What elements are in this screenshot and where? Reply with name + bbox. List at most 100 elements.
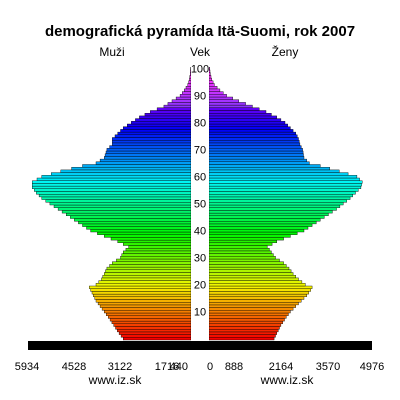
x-tick-label: 0: [207, 361, 213, 373]
x-tick-label: 3122: [108, 361, 132, 373]
male-bar: [139, 115, 192, 119]
male-bar: [110, 237, 192, 241]
x-tick-label: 1716: [155, 361, 179, 373]
female-bar: [208, 145, 302, 149]
x-tick-label: 888: [225, 361, 243, 373]
female-bar: [208, 266, 290, 271]
male-bar: [70, 215, 192, 219]
male-bar: [57, 207, 192, 211]
female-bar: [208, 169, 340, 173]
x-tick-label: 440: [170, 361, 188, 373]
male-bar: [71, 166, 192, 171]
male-bar: [45, 199, 192, 203]
female-bar: [208, 275, 297, 279]
male-bar: [183, 88, 192, 92]
male-bar: [117, 131, 192, 136]
female-bar: [208, 118, 282, 122]
female-bar: [208, 175, 358, 179]
female-bar: [208, 191, 356, 195]
x-tick-label: 4528: [62, 361, 86, 373]
male-bar: [65, 212, 192, 217]
female-bar: [208, 218, 321, 222]
female-bar: [208, 277, 299, 281]
female-bar: [208, 185, 362, 190]
male-bar: [122, 337, 192, 341]
female-bar: [208, 131, 297, 136]
male-bar: [125, 247, 192, 252]
male-bar: [38, 193, 192, 198]
female-bar: [208, 166, 330, 171]
female-bar: [208, 212, 329, 217]
male-bar: [112, 137, 192, 141]
male-bar: [99, 158, 192, 163]
male-bar: [112, 142, 192, 146]
male-bar: [98, 280, 192, 284]
male-bar: [117, 329, 192, 333]
male-bar: [167, 102, 192, 106]
male-bar: [109, 318, 192, 322]
female-bar: [208, 112, 272, 117]
x-tick-label: 2164: [269, 361, 293, 373]
female-bar: [208, 102, 246, 106]
male-label: Muži: [99, 45, 124, 59]
female-bar: [208, 75, 212, 79]
male-bar: [135, 118, 192, 122]
male-bar: [82, 164, 192, 168]
female-bar: [208, 283, 306, 287]
female-bar: [208, 256, 276, 260]
female-bar: [208, 96, 233, 100]
age-tick-label: 90: [194, 91, 206, 103]
male-bar: [175, 96, 192, 100]
male-bar: [106, 266, 192, 271]
age-tick-label: 80: [194, 118, 206, 130]
female-bar: [208, 107, 260, 111]
female-bar: [208, 164, 321, 168]
male-bar: [120, 129, 192, 133]
male-bar: [41, 175, 192, 179]
male-bar: [95, 299, 192, 303]
female-bar: [208, 207, 337, 211]
female-bar: [208, 247, 270, 252]
female-bar: [208, 269, 292, 273]
female-bar: [208, 285, 313, 289]
male-bar: [189, 75, 192, 79]
female-bar: [208, 223, 313, 227]
female-bar: [208, 126, 291, 130]
female-bar: [208, 123, 288, 127]
male-bar: [121, 253, 192, 257]
female-bar: [208, 142, 301, 146]
male-bar: [114, 134, 192, 138]
male-bar: [32, 180, 192, 184]
female-bar: [208, 91, 224, 95]
male-bar: [185, 85, 192, 90]
male-bar: [90, 288, 192, 292]
male-bar: [179, 94, 192, 98]
female-bar: [208, 161, 310, 165]
male-bar: [32, 183, 192, 187]
female-bar: [208, 199, 347, 203]
female-bar: [208, 237, 284, 241]
female-bar: [208, 331, 278, 335]
female-bar: [208, 326, 280, 330]
female-bar: [208, 220, 317, 225]
female-bar: [208, 304, 297, 308]
male-bar: [93, 293, 192, 298]
female-bar: [208, 172, 349, 176]
female-bar: [208, 334, 276, 338]
male-bar: [112, 139, 192, 144]
male-bar: [78, 220, 192, 225]
female-bar: [208, 210, 333, 214]
female-bar: [208, 310, 291, 314]
female-bar: [208, 177, 360, 181]
male-bar: [103, 234, 192, 238]
male-bar: [97, 302, 192, 306]
source-right: www.iz.sk: [260, 373, 315, 387]
male-bar: [117, 239, 192, 244]
x-tick-label: 3570: [316, 361, 340, 373]
female-bar: [208, 299, 302, 303]
male-bar: [53, 204, 192, 208]
male-bar: [163, 104, 192, 108]
male-bar: [122, 126, 192, 130]
male-bar: [105, 150, 192, 154]
male-bar: [101, 277, 192, 281]
